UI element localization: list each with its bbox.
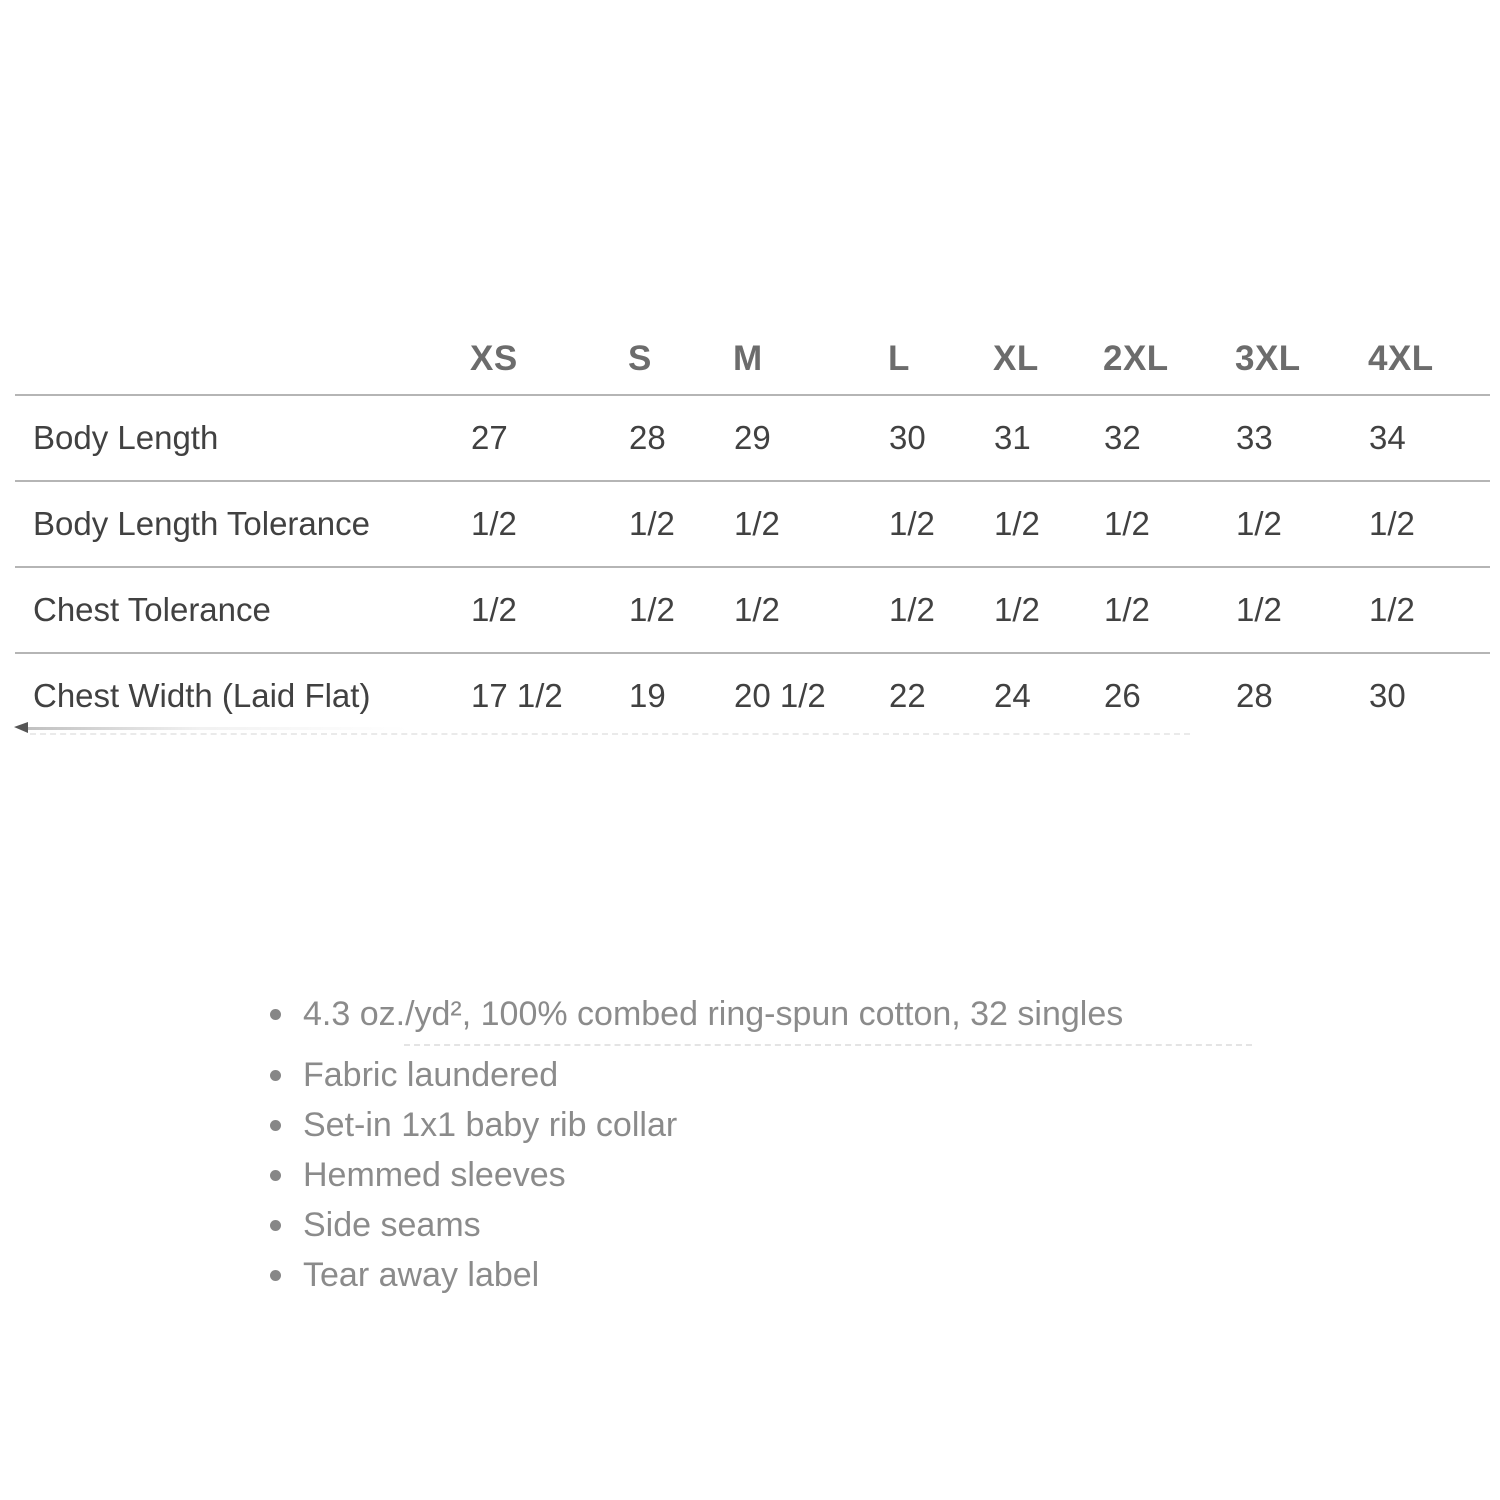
size-value-cell: 30: [888, 395, 993, 482]
smudge-artifact: [404, 1044, 1252, 1046]
size-value-cell: 1/2: [733, 481, 888, 568]
size-value-cell: 1/2: [1103, 567, 1235, 654]
column-header-3xl: 3XL: [1235, 337, 1368, 396]
size-value-cell: 30: [1369, 677, 1406, 714]
faint-line-artifact: [30, 733, 1190, 735]
size-value-cell: 1/2: [628, 567, 733, 654]
size-value-cell: 1/2: [470, 481, 628, 568]
column-header-xl: XL: [993, 337, 1103, 396]
cursor-artifact: [14, 722, 28, 733]
size-value-cell: 31: [993, 395, 1103, 482]
cursor-trail-artifact: [28, 727, 408, 730]
size-value-cell: 1/2: [888, 481, 993, 568]
size-value-cell: 1/2: [1235, 567, 1368, 654]
size-value-cell: 33: [1235, 395, 1368, 482]
size-value-cell: 1/2: [993, 567, 1103, 654]
size-value-cell: 29: [733, 395, 888, 482]
column-header-xs: XS: [470, 337, 628, 396]
size-chart-table: XS S M L XL 2XL 3XL 4XL Body Length 27 2…: [15, 337, 1490, 738]
column-header-2xl: 2XL: [1103, 337, 1235, 396]
row-label: Chest Tolerance: [15, 567, 470, 654]
size-value-cell: 1/2: [1368, 481, 1490, 568]
row-body-length: Body Length 27 28 29 30 31 32 33 34: [15, 395, 1490, 482]
size-value-cell: 19: [629, 677, 666, 714]
size-value-cell: 34: [1368, 395, 1490, 482]
size-value-cell: 1/2: [628, 481, 733, 568]
column-header-l: L: [888, 337, 993, 396]
feature-item: Side seams: [260, 1200, 1123, 1250]
column-header-4xl: 4XL: [1368, 337, 1490, 396]
corner-header-cell: [15, 337, 470, 396]
size-value-cell: 20 1/2: [734, 677, 826, 714]
feature-item: Tear away label: [260, 1250, 1123, 1300]
row-label: Chest Width (Laid Flat): [33, 677, 371, 714]
row-chest-tolerance: Chest Tolerance 1/2 1/2 1/2 1/2 1/2 1/2 …: [15, 567, 1490, 654]
size-value-cell: 1/2: [1368, 567, 1490, 654]
size-value-cell: 1/2: [470, 567, 628, 654]
size-value-cell: 17 1/2: [471, 677, 563, 714]
size-value-cell: 27: [470, 395, 628, 482]
row-body-length-tolerance: Body Length Tolerance 1/2 1/2 1/2 1/2 1/…: [15, 481, 1490, 568]
size-value-cell: 1/2: [993, 481, 1103, 568]
size-value-cell: 1/2: [1235, 481, 1368, 568]
size-value-cell: 1/2: [733, 567, 888, 654]
size-value-cell: 26: [1104, 677, 1141, 714]
row-label: Body Length Tolerance: [15, 481, 470, 568]
size-value-cell: 24: [994, 677, 1031, 714]
size-value-cell: 28: [628, 395, 733, 482]
row-chest-width: Chest Width (Laid Flat) 17 1/2 19 20 1/2…: [15, 653, 1490, 738]
size-value-cell: 32: [1103, 395, 1235, 482]
feature-item: 4.3 oz./yd², 100% combed ring-spun cotto…: [260, 989, 1123, 1039]
feature-item: Hemmed sleeves: [260, 1150, 1123, 1200]
column-header-s: S: [628, 337, 733, 396]
feature-item: Fabric laundered: [260, 1050, 1123, 1100]
feature-list: 4.3 oz./yd², 100% combed ring-spun cotto…: [260, 989, 1123, 1300]
size-value-cell: 28: [1236, 677, 1273, 714]
size-header-row: XS S M L XL 2XL 3XL 4XL: [15, 337, 1490, 396]
column-header-m: M: [733, 337, 888, 396]
size-value-cell: 1/2: [1103, 481, 1235, 568]
feature-item: Set-in 1x1 baby rib collar: [260, 1100, 1123, 1150]
row-label: Body Length: [15, 395, 470, 482]
size-value-cell: 22: [889, 677, 926, 714]
size-value-cell: 1/2: [888, 567, 993, 654]
